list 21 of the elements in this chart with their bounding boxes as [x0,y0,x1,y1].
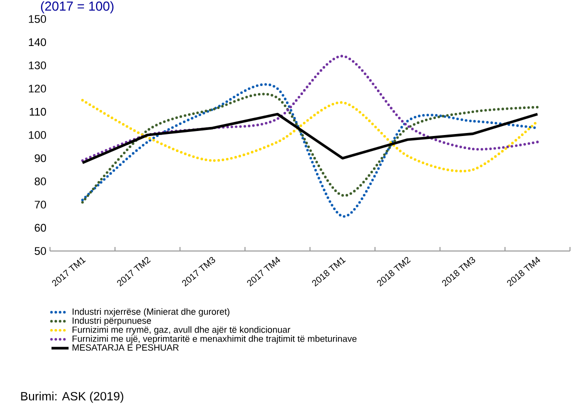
y-tick-label: 140 [28,38,46,46]
y-tick-label: 100 [28,131,46,139]
y-tick-label: 130 [28,62,46,70]
y-tick-label: 110 [30,108,46,116]
chart-subtitle: (2017 = 100) [41,1,114,14]
legend-label: Furnizimi me ujë, veprimtaritë e menaxhimit dhe trajtimit të mbeturinave [72,335,357,344]
line-series [81,98,539,172]
y-tick-label: 60 [34,224,46,232]
y-tick-label: 150 [28,15,46,23]
legend-label: Industri përpunuese [72,317,152,326]
line-series [81,112,539,164]
legend-label: Industri nxjerrëse (Minierat dhe guroret) [72,308,230,317]
y-tick-label: 120 [28,84,46,92]
line-series [81,54,539,162]
y-tick-label: 90 [34,154,46,162]
y-tick-label: 50 [34,247,46,255]
legend-label: MESATARJA E PESHUAR [72,344,179,351]
text: Burimi: ASK (2019) [21,392,124,403]
legend-label: Furnizimi me rrymë, gaz, avull dhe ajër të kondicionuar [72,326,290,335]
y-tick-label: 80 [34,178,46,186]
y-tick-label: 70 [34,200,46,208]
